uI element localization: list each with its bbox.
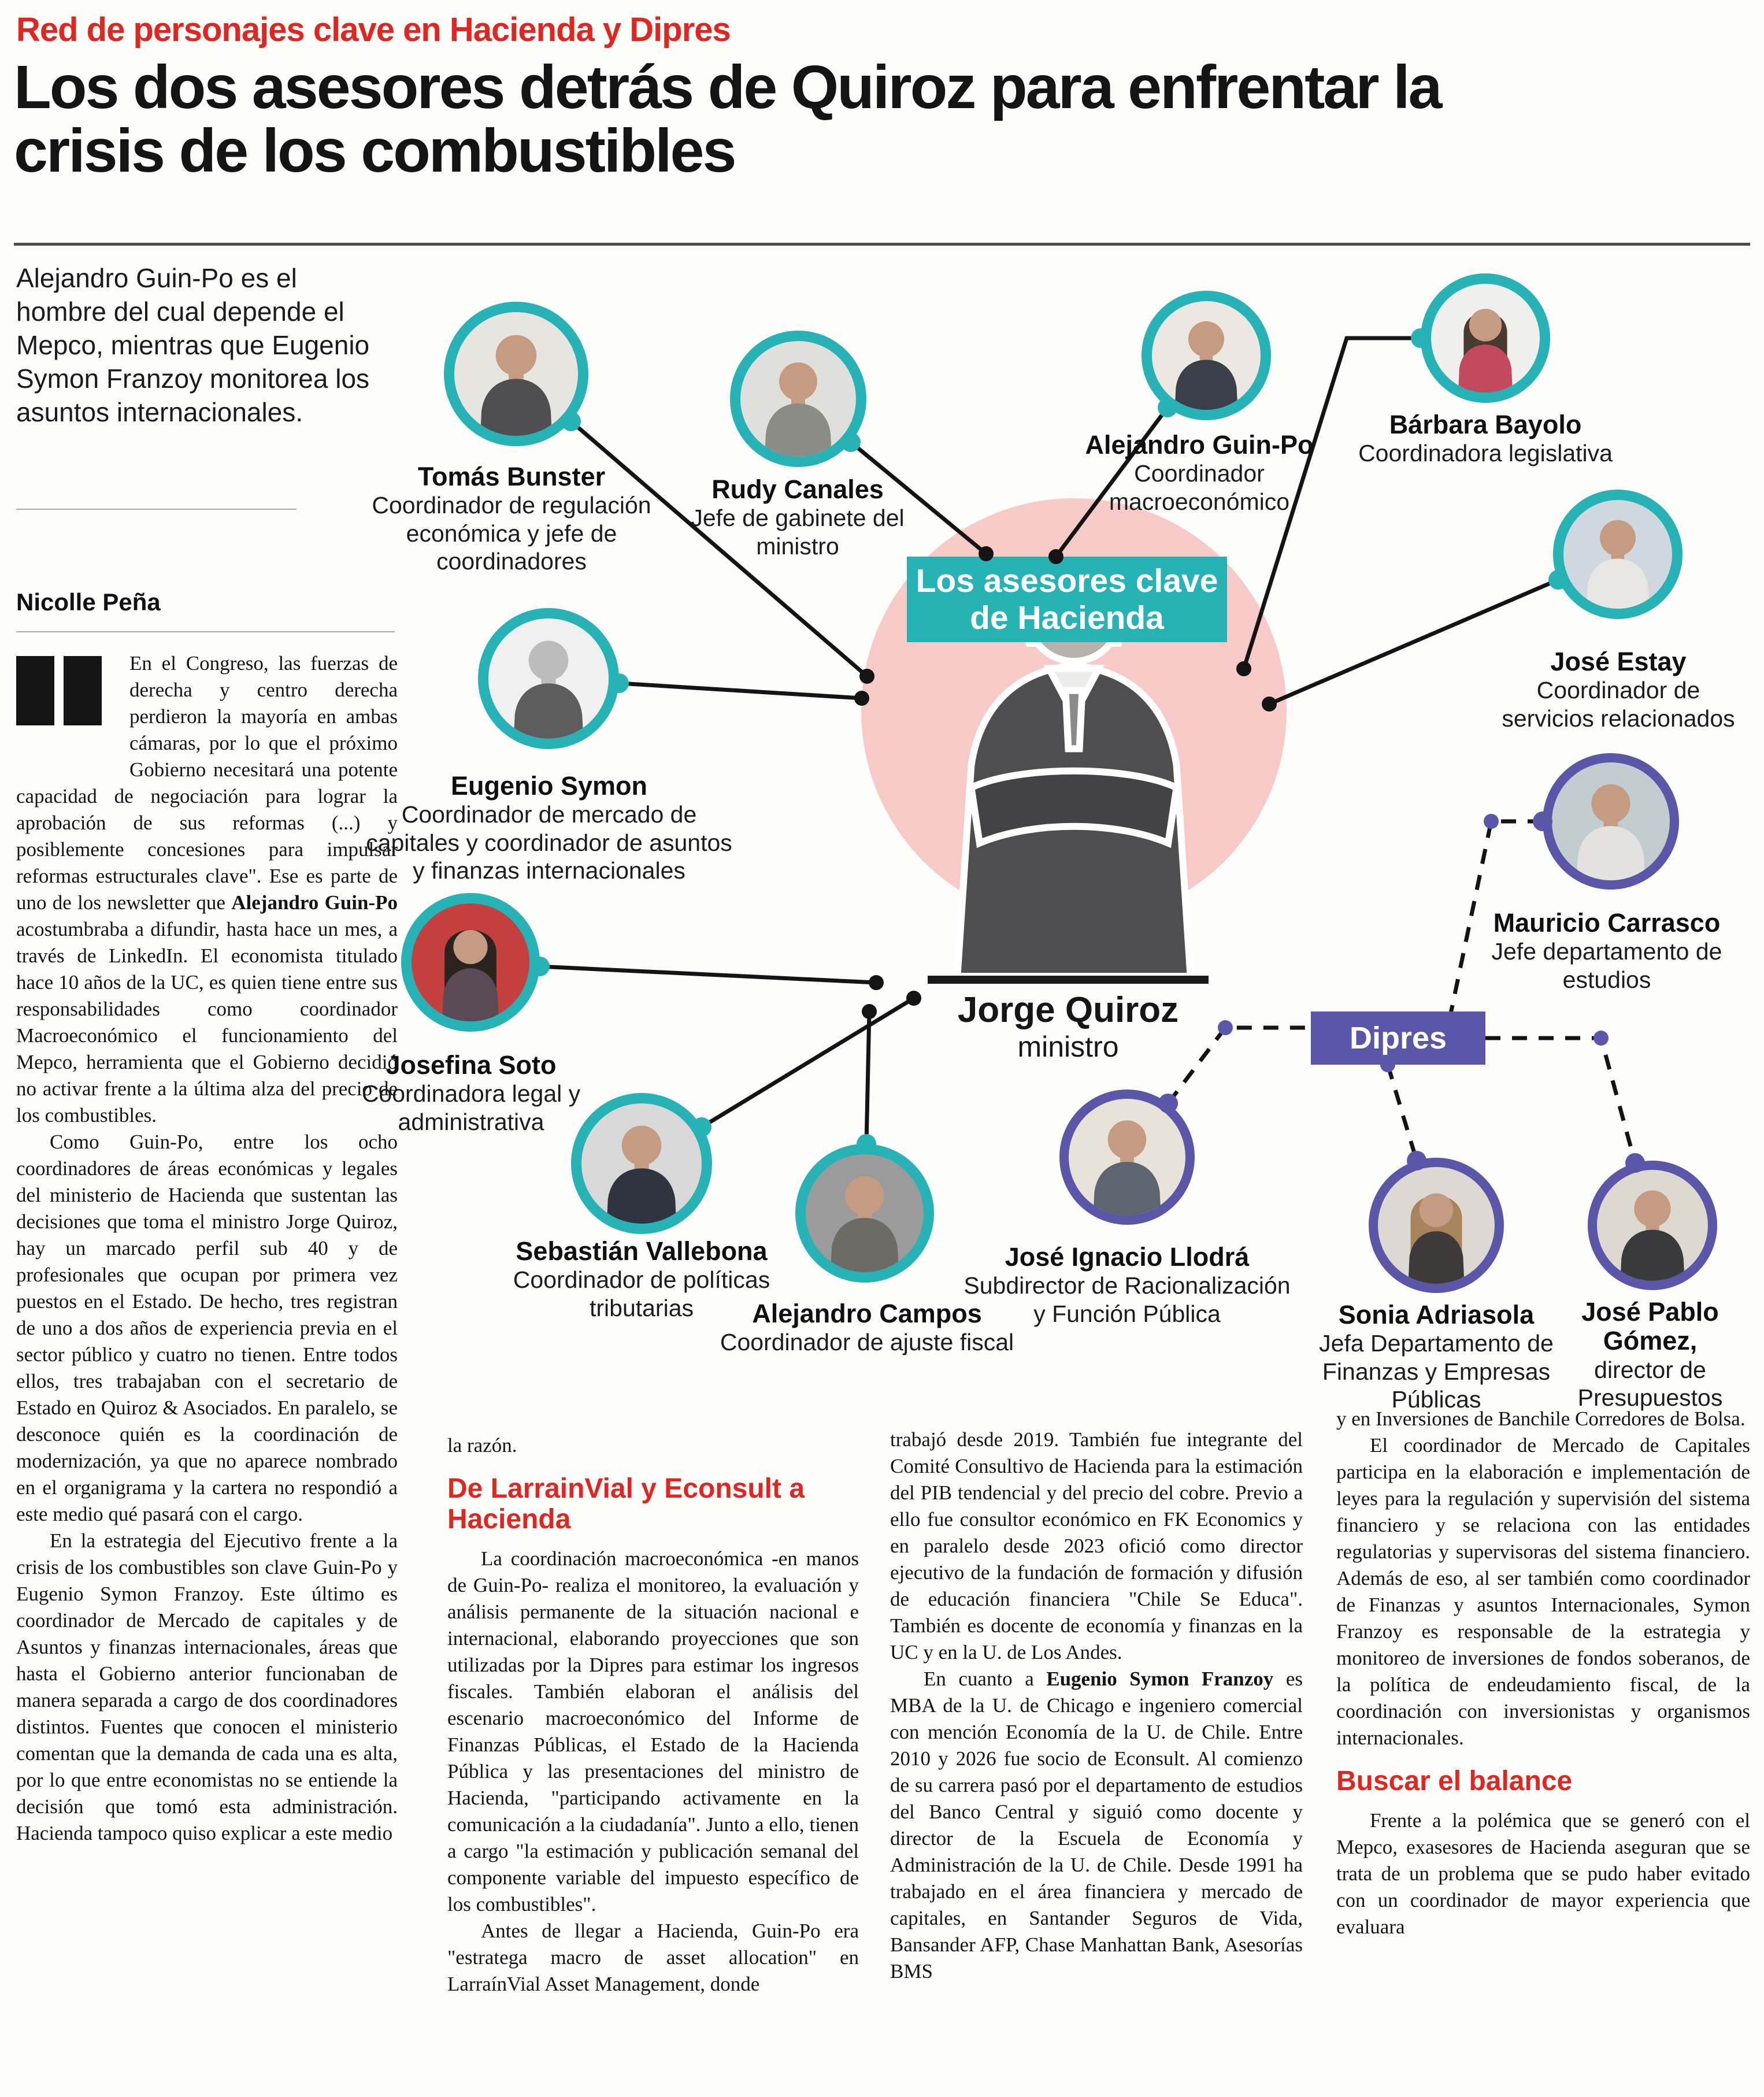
minister-role: ministro: [1017, 1031, 1119, 1063]
person-label-llodra: José Ignacio Llodrá Subdirector de Racion…: [963, 1242, 1291, 1327]
article-paragraph: y en Inversiones de Banchile Corredores …: [1336, 1407, 1746, 1430]
connector-gomez-dashed: [1485, 1036, 1637, 1164]
person-photo-campos: [795, 1144, 934, 1283]
person-label-bunster: Tomás Bunster Coordinador de regulación e…: [372, 462, 651, 575]
lede-rule: [16, 509, 297, 510]
article-column-1: En el Congreso, las fuerzas de derecha y…: [16, 650, 398, 2084]
connector-campos: [864, 1011, 872, 1144]
subheading-balance: Buscar el balance: [1336, 1766, 1573, 1796]
subheading-larrainvial: De LarrainVial y Econsult a Hacienda: [447, 1473, 805, 1535]
person-label-adriasola: Sonia Adriasola Jefa Departamento de Fina…: [1319, 1300, 1554, 1413]
person-photo-gomez: [1588, 1161, 1717, 1290]
connector-estay: [1268, 577, 1559, 706]
kicker: Red de personajes clave en Hacienda y Di…: [16, 11, 731, 49]
article-column-2: la razón. De LarrainVial y Econsult a Ha…: [447, 1432, 859, 2085]
person-label-symon: Eugenio Symon Coordinador de mercado de c…: [366, 771, 732, 884]
article-column-4: y en Inversiones de Banchile Corredores …: [1336, 1406, 1750, 2088]
connector-bayolo: [1242, 336, 1421, 670]
connector-llodra-dashed: [1166, 1025, 1311, 1105]
person-photo-estay: [1553, 490, 1683, 619]
article-paragraph: Como Guin-Po, entre los ocho coordinador…: [16, 1131, 398, 1525]
person-photo-llodra: [1059, 1090, 1195, 1225]
person-photo-carrasco: [1543, 753, 1679, 890]
header-rule: [14, 243, 1750, 246]
person-photo-bayolo: [1421, 273, 1550, 403]
connector-adriasola-dashed: [1385, 1064, 1419, 1162]
connector-bunster: [569, 420, 869, 678]
article-column-3: trabajó desde 2019. También fue integran…: [890, 1427, 1303, 2085]
article-paragraph: En cuanto a Eugenio Symon Franzoy es MBA…: [890, 1668, 1303, 1983]
lede: Alejandro Guin-Po es el hombre del cual …: [16, 263, 370, 427]
article-paragraph: Frente a la polémica que se generó con e…: [1336, 1809, 1750, 1938]
dipres-box: Dipres: [1311, 1012, 1485, 1065]
person-photo-soto: [401, 893, 540, 1032]
diagram-title-line2: de Hacienda: [970, 599, 1164, 636]
connector-guinpo: [1054, 406, 1169, 558]
person-label-campos: Alejandro Campos Coordinador de ajuste fi…: [720, 1299, 1014, 1356]
person-label-vallebona: Sebastián Vallebona Coordinador de políti…: [513, 1236, 770, 1321]
person-label-estay: José Estay Coordinador de servicios relac…: [1502, 647, 1735, 732]
person-label-canales: Rudy Canales Jefe de gabinete del ministr…: [691, 475, 905, 560]
headline: Los dos asesores detrás de Quiroz para e…: [14, 53, 1442, 186]
connector-symon: [618, 681, 862, 701]
article-paragraph: La coordinación macroeconómica -en manos…: [447, 1547, 859, 1916]
connector-vallebona: [701, 996, 915, 1129]
article-paragraph: El coordinador de Mercado de Capitales p…: [1336, 1434, 1750, 1749]
byline: Nicolle Peña: [16, 588, 161, 616]
connector-soto: [539, 964, 877, 985]
person-photo-vallebona: [571, 1093, 712, 1234]
person-photo-symon: [478, 608, 619, 749]
person-label-gomez: José Pablo Gómez, director de Presupuesto…: [1577, 1297, 1723, 1411]
article-paragraph: la razón.: [447, 1434, 517, 1457]
person-label-carrasco: Mauricio Carrasco Jefe departamento de es…: [1491, 908, 1722, 993]
byline-rule: [16, 631, 395, 632]
article-paragraph: Antes de llegar a Hacienda, Guin-Po era …: [447, 1919, 859, 1995]
article-paragraph: En el Congreso, las fuerzas de derecha y…: [16, 652, 398, 1127]
quote-icon: [16, 656, 114, 775]
diagram-title-box: Los asesores clave de Hacienda: [907, 557, 1227, 642]
person-photo-guinpo: [1142, 291, 1271, 420]
article-paragraph: En la estrategia del Ejecutivo frente a …: [16, 1529, 398, 1844]
person-label-bayolo: Bárbara Bayolo Coordinadora legislativa: [1358, 410, 1613, 467]
diagram-title-line1: Los asesores clave: [916, 562, 1218, 599]
person-photo-canales: [730, 331, 866, 467]
person-photo-adriasola: [1369, 1158, 1504, 1293]
minister-rule: [928, 976, 1209, 984]
connector-canales: [849, 440, 988, 555]
minister-name: Jorge Quiroz: [957, 990, 1179, 1030]
person-label-soto: Josefina Soto Coordinadora legal y admini…: [361, 1050, 581, 1135]
person-photo-bunster: [444, 302, 588, 446]
person-label-guinpo: Alejandro Guin-Po Coordinador macroeconóm…: [1085, 430, 1314, 515]
article-paragraph: trabajó desde 2019. También fue integran…: [890, 1428, 1303, 1663]
